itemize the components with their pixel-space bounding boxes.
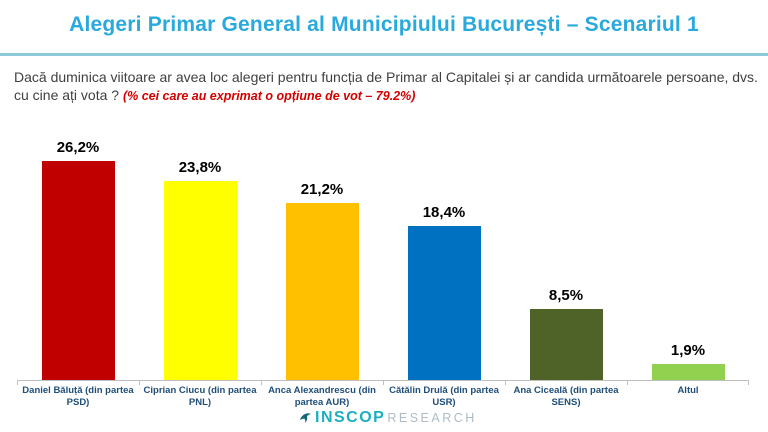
- axis-tick: [138, 380, 140, 385]
- category-label: Daniel Băluță (din partea PSD): [22, 385, 134, 408]
- bar-value-label: 23,8%: [178, 159, 222, 176]
- bar-column: 26,2%: [17, 128, 139, 380]
- category-label: Ana Ciceală (din partea SENS): [513, 385, 619, 408]
- plot-area: 26,2% 23,8% 21,2% 18,4% 8,5% 1,9%: [17, 128, 749, 380]
- bar: [651, 364, 725, 380]
- bird-icon: [299, 412, 312, 425]
- inscop-logo: INSCOP RESEARCH: [299, 407, 477, 429]
- question-note: (% cei care au exprimat o opțiune de vot…: [122, 89, 416, 104]
- category-label: Cătălin Drulă (din partea USR): [389, 385, 499, 408]
- bar-column: 18,4%: [383, 128, 505, 380]
- axis-tick: [383, 380, 384, 385]
- logo-suffix: RESEARCH: [387, 411, 477, 425]
- bar-value-label: 18,4%: [422, 204, 466, 221]
- title-divider: [0, 53, 768, 56]
- bar-value-label: 8,5%: [548, 287, 584, 304]
- axis-tick: [748, 380, 749, 385]
- bar: [41, 161, 115, 380]
- bar-value-label: 1,9%: [670, 342, 706, 359]
- logo-name: INSCOP: [315, 409, 386, 426]
- category-label: Ciprian Ciucu (din partea PNL): [143, 385, 257, 408]
- survey-question: Dacă duminica viitoare ar avea loc alege…: [14, 68, 758, 105]
- x-axis-ticks: [17, 380, 749, 385]
- bar-column: 21,2%: [261, 128, 383, 380]
- axis-tick: [17, 380, 18, 385]
- bar: [285, 203, 359, 380]
- page-title: Alegeri Primar General al Municipiului B…: [69, 13, 699, 36]
- bar-column: 1,9%: [627, 128, 749, 380]
- bar: [529, 309, 603, 380]
- axis-tick: [504, 380, 506, 385]
- bar: [163, 181, 237, 380]
- category-labels: Daniel Băluță (din partea PSD) Ciprian Ci…: [17, 385, 749, 408]
- axis-tick: [260, 380, 262, 385]
- axis-tick: [627, 380, 628, 385]
- question-text: Dacă duminica viitoare ar avea loc alege…: [14, 69, 758, 104]
- bar-value-label: 26,2%: [56, 139, 100, 156]
- bar-column: 8,5%: [505, 128, 627, 380]
- bar-value-label: 21,2%: [300, 181, 344, 198]
- bar-column: 23,8%: [139, 128, 261, 380]
- bar: [407, 226, 481, 380]
- category-label: Anca Alexandrescu (din partea AUR): [268, 385, 376, 408]
- category-label: Altul: [677, 385, 699, 396]
